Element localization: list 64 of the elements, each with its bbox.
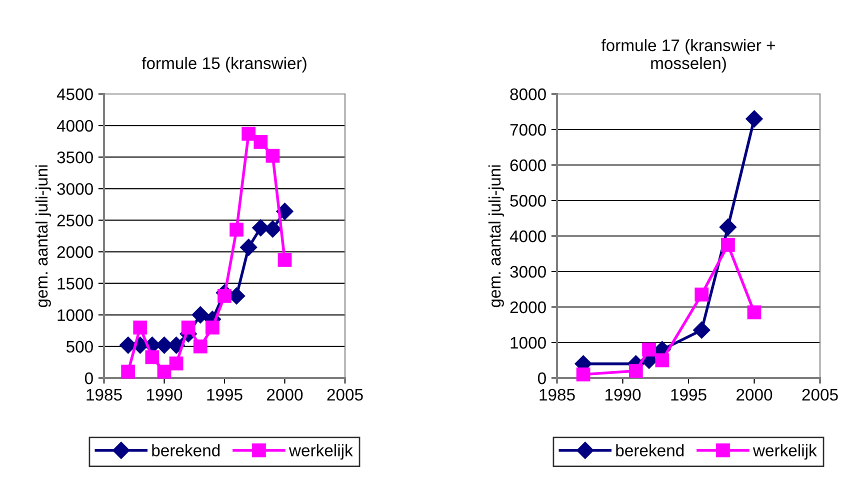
x-tick-label: 2000 — [736, 388, 772, 401]
y-tick-label: 5000 — [510, 194, 546, 207]
y-tick-label: 8000 — [510, 88, 546, 100]
y-tick-label: 4500 — [56, 88, 93, 100]
point — [121, 364, 136, 379]
point — [655, 353, 670, 368]
point — [133, 320, 148, 334]
y-tick-label: 4000 — [56, 120, 93, 132]
x-tick-label: 1990 — [146, 388, 182, 401]
legend-label: berekend — [616, 444, 684, 456]
point — [240, 238, 258, 256]
x-tick-label: 2000 — [267, 388, 303, 401]
point — [192, 306, 209, 324]
x-tick-label: 1995 — [671, 388, 706, 401]
y-tick-label: 1500 — [58, 278, 93, 290]
point — [266, 148, 280, 163]
point — [254, 135, 268, 149]
y-axis-title: gem. aantal juli-juni — [488, 165, 504, 308]
x-tick-label: 1985 — [86, 388, 122, 401]
y-tick-label: 3000 — [57, 183, 93, 195]
y-tick-label: 2000 — [57, 246, 93, 258]
point — [576, 368, 590, 382]
point — [747, 305, 762, 320]
chart-title: formule 15 (kranswier) — [142, 56, 306, 72]
y-tick-label: 0 — [538, 372, 546, 384]
y-tick-label: 7000 — [510, 124, 546, 136]
legend-label: werkelijk — [288, 444, 353, 460]
point — [242, 126, 256, 141]
x-tick-label: 2005 — [802, 388, 838, 401]
y-tick-label: 0 — [84, 372, 93, 384]
point — [628, 364, 643, 378]
x-tick-label: 1985 — [540, 388, 575, 401]
point — [642, 342, 656, 357]
y-tick-label: 2000 — [510, 301, 546, 314]
x-tick-label: 2005 — [327, 388, 363, 401]
point — [181, 320, 196, 334]
y-tick-label: 6000 — [510, 159, 546, 172]
x-tick-label: 1990 — [605, 388, 641, 401]
y-tick-label: 3500 — [57, 152, 93, 164]
y-axis-title: gem. aantal juli-juni — [35, 165, 51, 308]
legend-label: berekend — [152, 444, 220, 456]
x-tick-label: 1995 — [207, 388, 242, 401]
y-tick-label: 1000 — [58, 309, 93, 322]
point — [694, 288, 709, 302]
point — [721, 238, 735, 252]
point — [169, 356, 184, 370]
point — [264, 220, 282, 238]
y-tick-label: 4000 — [510, 230, 546, 242]
point — [693, 322, 710, 339]
point — [206, 320, 220, 334]
point — [719, 218, 736, 236]
point — [193, 340, 208, 354]
y-tick-label: 2500 — [57, 214, 93, 226]
chart-title: formule 17 (kranswier + mosselen) — [601, 38, 775, 72]
point — [145, 350, 160, 364]
point — [746, 110, 763, 128]
point — [218, 289, 232, 303]
y-tick-label: 500 — [66, 340, 93, 353]
legend-label: werkelijk — [752, 444, 817, 460]
point — [230, 222, 244, 237]
point — [157, 364, 172, 379]
y-tick-label: 1000 — [510, 336, 546, 349]
point — [278, 253, 292, 267]
y-tick-label: 3000 — [510, 266, 546, 278]
